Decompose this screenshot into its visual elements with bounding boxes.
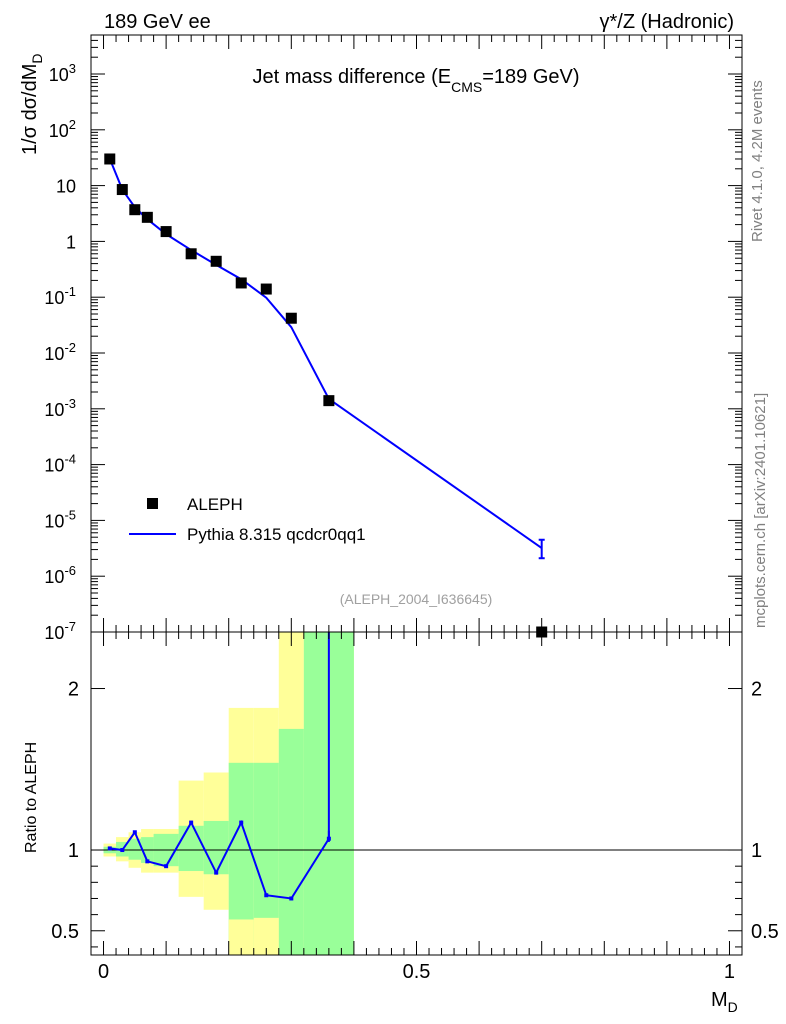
ratio-point <box>214 870 219 875</box>
main-y-tick-label: 102 <box>49 117 76 141</box>
ratio-y-axis-label: Ratio to ALEPH <box>23 742 40 853</box>
ratio-point <box>132 830 137 835</box>
stat-uncertainty-band <box>128 838 142 860</box>
ratio-plot-panel: 0.5 0.51 12 2 0 0.5 1 Ratio to ALEPH MD <box>23 631 779 1015</box>
stat-uncertainty-band <box>278 728 304 955</box>
ratio-point <box>164 864 169 869</box>
main-y-tick-label: 10-2 <box>44 340 76 364</box>
stat-uncertainty-band <box>178 825 204 872</box>
aleph-data-point <box>285 312 297 324</box>
aleph-data-point <box>104 153 116 165</box>
ratio-x-axis: 0 0.5 1 <box>98 632 735 983</box>
main-y-tick-label: 10 <box>56 177 76 197</box>
ratio-point <box>264 893 269 898</box>
side-label-version: Rivet 4.1.0, 4.2M events <box>749 80 766 242</box>
main-y-tick-label: 10-4 <box>44 452 76 476</box>
aleph-data-point <box>260 283 272 295</box>
main-y-tick-label: 103 <box>49 61 76 85</box>
main-watermark: (ALEPH_2004_I636645) <box>340 591 493 607</box>
ratio-y-tick-label-right: 2 <box>751 679 762 701</box>
main-y-tick-label: 10-1 <box>44 284 76 308</box>
ratio-point <box>120 848 125 853</box>
main-y-tick-label: 10-6 <box>44 563 76 587</box>
ratio-point <box>107 846 112 851</box>
aleph-data-point <box>323 395 335 407</box>
side-label-site: mcplots.cern.ch [arXiv:2401.10621] <box>752 393 769 628</box>
ratio-y-axis: 0.5 0.5 1 1 2 2 <box>51 679 779 948</box>
main-y-axis: 10-7 10-6 10-5 10-4 10-3 10-2 10-1 1 10 102 103 <box>44 34 742 643</box>
legend-marker-aleph <box>147 498 158 509</box>
ratio-point <box>289 896 294 901</box>
ratio-y-tick-label: 2 <box>68 679 79 701</box>
x-axis-label: MD <box>711 989 738 1015</box>
aleph-data-point <box>160 226 172 238</box>
aleph-data-point <box>116 184 128 196</box>
pythia-curve <box>108 158 543 549</box>
main-y-tick-label: 10-5 <box>44 507 76 531</box>
legend: ALEPH Pythia 8.315 qcdcr0qq1 <box>129 495 366 544</box>
aleph-data-point <box>185 248 197 260</box>
main-y-tick-label: 10-3 <box>44 396 76 420</box>
main-plot-panel: 10-7 10-6 10-5 10-4 10-3 10-2 10-1 1 10 102 103 Je… <box>19 34 743 643</box>
ratio-point <box>145 859 150 864</box>
aleph-data-point <box>235 277 247 289</box>
x-tick-label: 0 <box>98 961 109 983</box>
main-y-tick-label: 10-7 <box>44 619 76 643</box>
aleph-data-point <box>141 211 153 223</box>
x-tick-label: 1 <box>724 961 735 983</box>
header-right: γ*/Z (Hadronic) <box>600 11 734 33</box>
main-y-axis-label: 1/σ dσ/dMD <box>19 53 45 155</box>
ratio-y-tick-label-right: 0.5 <box>751 921 779 943</box>
main-title: Jet mass difference (ECMS=189 GeV) <box>252 66 579 95</box>
header-left: 189 GeV ee <box>104 11 211 33</box>
main-y-tick-label: 1 <box>66 232 76 252</box>
aleph-data-point <box>129 204 141 216</box>
ratio-y-tick-label: 1 <box>68 840 79 862</box>
x-tick-label: 0.5 <box>403 961 431 983</box>
legend-label-aleph: ALEPH <box>187 495 243 514</box>
ratio-y-tick-label-right: 1 <box>751 840 762 862</box>
stat-uncertainty-band <box>203 820 229 875</box>
ratio-y-tick-label: 0.5 <box>51 921 79 943</box>
aleph-data-point <box>210 255 222 267</box>
ratio-point <box>239 820 244 825</box>
legend-label-pythia: Pythia 8.315 qcdcr0qq1 <box>187 525 366 544</box>
main-x-axis <box>103 35 730 632</box>
ratio-point <box>189 820 194 825</box>
